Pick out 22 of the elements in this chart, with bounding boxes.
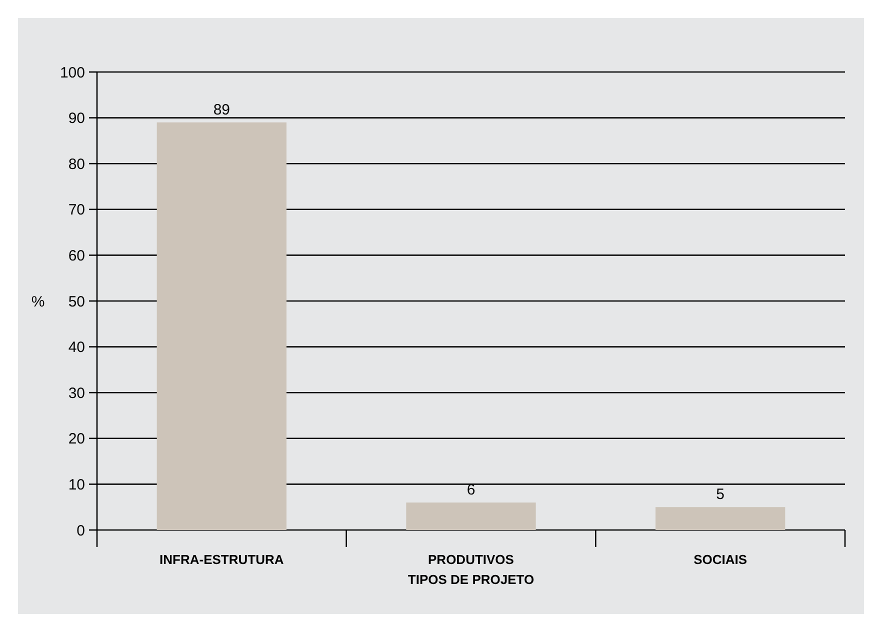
y-tick-label: 70 [68,202,85,219]
y-axis-title: % [31,293,45,310]
y-tick-label: 0 [76,522,85,540]
y-tick-label: 100 [60,64,85,82]
x-axis-title: TIPOS DE PROJETO [408,572,534,587]
y-tick-label: 30 [68,384,85,402]
bar [656,507,786,530]
x-tick-label: INFRA-ESTRUTURA [160,552,284,567]
y-tick-label: 50 [68,293,85,310]
y-tick-label: 60 [68,247,85,264]
y-tick-label: 90 [68,110,85,128]
data-label: 89 [213,101,230,118]
data-label: 5 [716,486,725,504]
data-label: 6 [466,482,476,499]
y-tick-label: 20 [68,430,85,448]
y-tick-label: 40 [68,339,85,356]
bar [406,502,536,530]
x-tick-label: PRODUTIVOS [428,552,514,567]
y-tick-label: 80 [68,156,85,173]
y-tick-label: 10 [68,476,85,494]
bar [156,122,286,530]
x-tick-label: SOCIAIS [694,552,748,567]
